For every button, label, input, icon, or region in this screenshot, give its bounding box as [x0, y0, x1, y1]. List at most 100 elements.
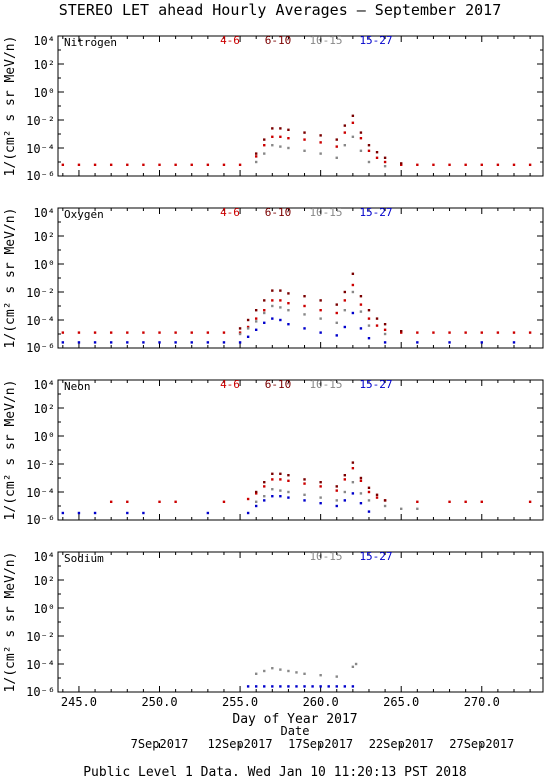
x-tick-label: 265.0 [383, 695, 419, 709]
data-point [432, 163, 435, 166]
data-point [448, 500, 451, 503]
data-point [287, 490, 290, 494]
data-point [287, 146, 290, 150]
data-point [319, 317, 322, 320]
legend-6-10: 6-10 [265, 206, 292, 219]
data-point [464, 331, 467, 334]
data-point [311, 685, 314, 688]
legend-10-15: 10-15 [309, 34, 342, 47]
data-point [351, 311, 355, 315]
data-point [343, 490, 347, 494]
data-point [400, 507, 403, 510]
data-point [367, 144, 371, 147]
data-point [335, 156, 338, 159]
data-point [222, 163, 226, 166]
data-point [343, 474, 347, 477]
data-point [254, 152, 258, 155]
data-point [343, 290, 347, 294]
panel-name: Neon [64, 380, 91, 393]
data-point [359, 479, 363, 482]
data-point [77, 341, 81, 344]
data-point [416, 331, 419, 334]
data-point [287, 323, 290, 326]
data-point [222, 341, 226, 344]
legend-10-15: 10-15 [309, 550, 342, 563]
y-tick-label: 10⁰ [33, 258, 55, 272]
data-point [254, 317, 258, 320]
plot-frame [57, 379, 544, 521]
data-point [303, 672, 306, 675]
data-point [496, 163, 500, 166]
date-tick-label: 7Sep2017 [131, 737, 189, 751]
legend-6-10: 6-10 [265, 378, 292, 391]
x-tick-label: 260.0 [303, 695, 339, 709]
data-point [343, 325, 347, 329]
data-point [271, 304, 274, 308]
y-tick-label: 10⁰ [33, 430, 55, 444]
data-point [375, 496, 379, 499]
data-point [512, 341, 516, 344]
data-point [367, 499, 371, 502]
data-point [109, 500, 113, 503]
data-point [464, 163, 467, 166]
data-point [93, 511, 97, 515]
data-point [271, 289, 274, 292]
data-point [480, 331, 483, 334]
data-point [351, 467, 355, 470]
data-point [480, 341, 483, 344]
data-point [279, 289, 282, 292]
data-point [271, 144, 274, 147]
data-point [158, 163, 161, 166]
series-6-10 [254, 461, 387, 502]
data-point [359, 303, 363, 306]
y-tick-label: 10⁻⁶ [26, 341, 55, 355]
y-tick-label: 10⁴ [33, 34, 55, 48]
data-point [480, 163, 483, 166]
data-point [206, 331, 210, 334]
data-point [480, 500, 483, 503]
data-point [263, 144, 266, 147]
data-point [367, 160, 371, 164]
data-point [158, 331, 161, 334]
data-point [383, 160, 387, 164]
data-point [263, 485, 266, 488]
y-axis-label: 1/(cm² s sr MeV/n) [3, 36, 18, 177]
data-point [335, 303, 338, 306]
data-point [295, 671, 298, 674]
data-point [254, 160, 258, 164]
data-point [343, 685, 347, 688]
data-point [287, 292, 290, 295]
data-point [158, 500, 161, 503]
legend-6-10: 6-10 [265, 34, 292, 47]
data-point [271, 685, 274, 688]
data-point [61, 163, 65, 166]
data-point [351, 121, 355, 124]
data-point [367, 324, 371, 327]
panel-neon: 10⁴ 10² 10⁰ 10⁻² 10⁻⁴ 10⁻⁶ 1/(cm² s sr MeV/n) N… [3, 378, 544, 527]
data-point [351, 481, 355, 484]
data-point [126, 341, 129, 344]
data-point [246, 325, 250, 329]
data-point [279, 135, 282, 138]
series-10-15 [238, 290, 387, 336]
data-point [142, 511, 145, 515]
data-point [327, 685, 330, 688]
data-point [351, 135, 355, 138]
data-point [528, 500, 532, 503]
panel-name: Oxygen [64, 208, 104, 221]
data-point [303, 482, 306, 485]
data-point [77, 511, 81, 515]
data-point [295, 685, 298, 688]
data-point [319, 485, 322, 488]
data-point [359, 295, 363, 298]
data-point [351, 114, 355, 117]
data-point [303, 327, 306, 330]
data-point [271, 317, 274, 320]
data-point [93, 341, 97, 344]
data-point [343, 478, 347, 481]
series-6-10 [238, 272, 403, 333]
data-point [263, 138, 266, 141]
series-10-15 [254, 135, 387, 168]
footer-text: Public Level 1 Data. Wed Jan 10 11:20:13… [83, 765, 467, 779]
data-point [287, 479, 290, 482]
